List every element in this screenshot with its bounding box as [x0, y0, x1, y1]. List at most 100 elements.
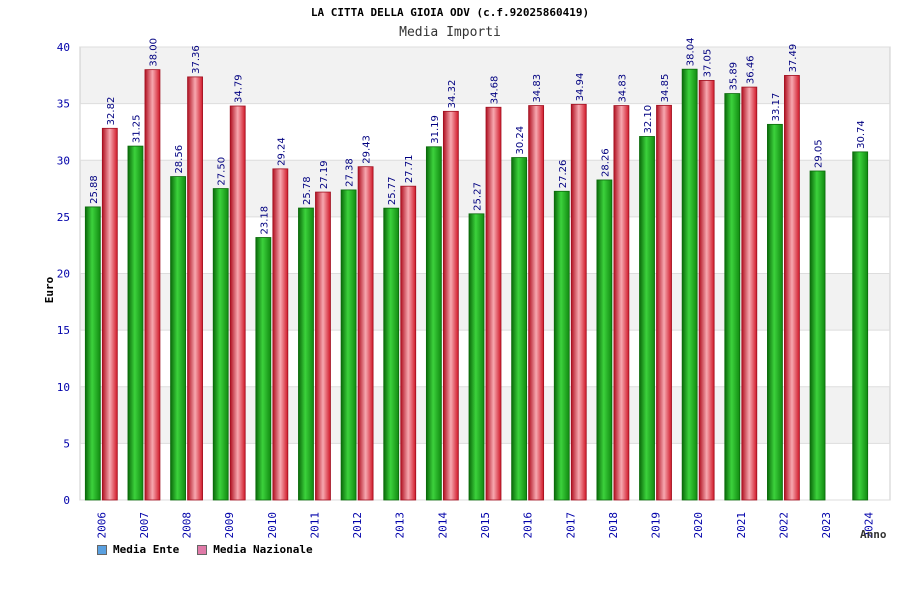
x-axis-label: Anno — [860, 528, 887, 541]
data-label: 32.82 — [106, 97, 117, 126]
data-label: 25.88 — [89, 175, 100, 204]
data-label: 28.26 — [600, 148, 611, 177]
bar-media-nazionale — [570, 103, 587, 501]
data-label: 29.43 — [362, 135, 373, 164]
bar-media-ente — [425, 146, 442, 501]
data-label: 34.94 — [575, 73, 586, 102]
bar-media-ente — [639, 136, 655, 501]
bar-media-nazionale — [656, 104, 672, 501]
x-tick-label: 2014 — [436, 512, 449, 539]
legend: Media Ente Media Nazionale — [97, 543, 313, 556]
data-label: 34.83 — [617, 74, 628, 103]
data-label: 27.50 — [217, 157, 228, 186]
bar-media-ente — [212, 188, 229, 501]
bar-media-ente — [340, 189, 357, 501]
data-label: 38.00 — [148, 38, 159, 67]
bar-media-ente — [127, 145, 144, 501]
bar-media-ente — [681, 68, 698, 501]
bar-media-ente — [383, 207, 400, 501]
legend-label-nazionale: Media Nazionale — [213, 543, 313, 556]
x-tick-label: 2008 — [181, 512, 194, 539]
data-label: 27.26 — [558, 160, 569, 189]
y-tick-label: 10 — [57, 381, 70, 394]
bar-media-ente — [724, 93, 741, 501]
y-tick-label: 40 — [57, 41, 70, 54]
y-tick-label: 25 — [57, 211, 70, 224]
bar-media-nazionale — [272, 168, 289, 501]
x-tick-label: 2016 — [522, 512, 535, 539]
x-tick-label: 2020 — [692, 512, 705, 539]
bar-media-nazionale — [229, 105, 246, 501]
bar-media-ente — [170, 176, 186, 501]
bar-media-nazionale — [784, 75, 800, 501]
legend-swatch-nazionale — [197, 544, 208, 555]
data-label: 32.10 — [643, 105, 654, 134]
legend-item-ente: Media Ente — [97, 543, 179, 556]
data-label: 25.27 — [473, 182, 484, 211]
bar-media-nazionale — [144, 69, 161, 501]
bar-media-nazionale — [485, 106, 502, 501]
bar-media-ente — [767, 123, 783, 501]
data-label: 35.89 — [728, 62, 739, 91]
data-label: 29.24 — [276, 137, 287, 166]
bar-media-ente — [852, 151, 869, 501]
bar-media-nazionale — [101, 127, 118, 501]
y-tick-label: 0 — [63, 494, 70, 507]
x-tick-label: 2017 — [564, 512, 577, 539]
data-label: 23.18 — [259, 206, 270, 235]
x-tick-label: 2018 — [607, 512, 620, 539]
bar-media-nazionale — [187, 76, 203, 501]
x-tick-label: 2022 — [777, 512, 790, 539]
data-label: 38.04 — [686, 38, 697, 67]
data-label: 27.71 — [404, 155, 415, 184]
x-tick-label: 2019 — [650, 512, 663, 539]
data-label: 34.79 — [234, 74, 245, 103]
bar-media-ente — [255, 237, 272, 501]
bar-media-ente — [553, 190, 570, 501]
bar-media-nazionale — [528, 105, 545, 501]
bar-media-ente — [468, 213, 485, 501]
y-axis-label: Euro — [43, 276, 56, 303]
y-tick-label: 20 — [57, 268, 70, 281]
x-tick-label: 2006 — [95, 512, 108, 539]
data-label: 36.46 — [745, 55, 756, 84]
x-tick-label: 2009 — [223, 512, 236, 539]
tick-labels: 0 5 10 15 20 25 30 35 40 2006 2007 2008 2009 2010 2011… — [57, 41, 876, 539]
data-label: 29.05 — [814, 139, 825, 168]
data-label: 37.36 — [191, 45, 202, 74]
y-tick-label: 5 — [63, 437, 70, 450]
x-tick-label: 2011 — [308, 512, 321, 539]
data-label: 30.74 — [856, 120, 867, 149]
data-label: 27.19 — [319, 160, 330, 189]
bar-media-ente — [809, 170, 826, 501]
chart-title: LA CITTA DELLA GIOIA ODV (c.f.9202586041… — [310, 6, 590, 19]
x-tick-label: 2013 — [394, 512, 407, 539]
data-label: 33.17 — [771, 93, 782, 122]
data-label: 25.77 — [387, 177, 398, 206]
bar-media-ente — [298, 207, 314, 501]
data-label: 34.83 — [532, 74, 543, 103]
y-tick-label: 35 — [57, 98, 70, 111]
x-tick-label: 2021 — [735, 512, 748, 539]
bar-media-nazionale — [613, 105, 630, 501]
y-tick-label: 15 — [57, 324, 70, 337]
x-tick-label: 2015 — [479, 512, 492, 539]
x-tick-label: 2010 — [266, 512, 279, 539]
bar-media-ente — [511, 157, 528, 501]
data-label: 34.32 — [447, 80, 458, 109]
data-label: 28.56 — [174, 145, 185, 174]
data-label: 25.78 — [302, 176, 313, 205]
bar-media-nazionale — [315, 191, 331, 501]
bar-media-nazionale — [698, 80, 715, 501]
x-tick-label: 2007 — [138, 512, 151, 539]
data-label: 31.19 — [430, 115, 441, 144]
y-tick-label: 30 — [57, 154, 70, 167]
legend-item-nazionale: Media Nazionale — [197, 543, 313, 556]
chart-subtitle: Media Importi — [399, 25, 501, 40]
value-labels: 25.88 32.82 31.25 38.00 28.56 37.36 27.50 34.79… — [89, 38, 867, 235]
x-tick-label: 2012 — [351, 512, 364, 539]
bar-media-ente — [84, 206, 101, 501]
bar-media-nazionale — [442, 110, 459, 501]
bar-media-nazionale — [357, 166, 374, 501]
